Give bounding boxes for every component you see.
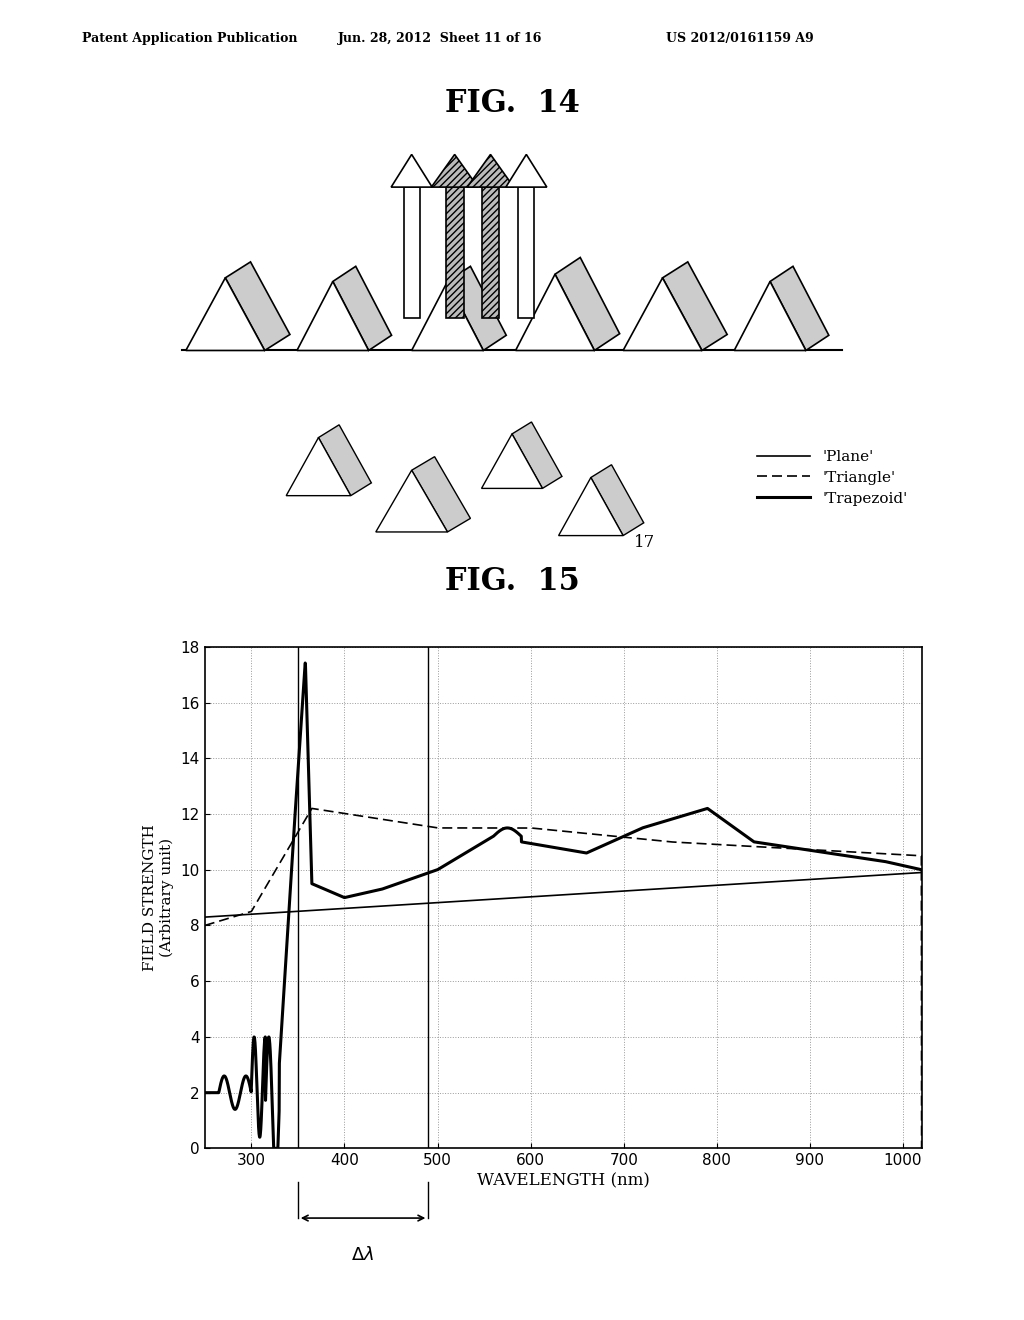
Polygon shape [734,281,806,351]
Polygon shape [297,281,369,351]
Polygon shape [512,422,562,488]
Polygon shape [591,465,644,536]
Y-axis label: FIELD STRENGTH
(Arbitrary unit): FIELD STRENGTH (Arbitrary unit) [143,824,174,972]
Polygon shape [318,425,372,496]
Polygon shape [186,277,264,351]
Polygon shape [467,154,514,187]
Polygon shape [286,438,350,496]
Polygon shape [431,154,478,187]
Legend: 'Plane', 'Triangle', 'Trapezoid': 'Plane', 'Triangle', 'Trapezoid' [751,444,914,512]
Text: FIG.  15: FIG. 15 [444,566,580,597]
Text: Patent Application Publication: Patent Application Publication [82,32,297,45]
Polygon shape [518,187,535,318]
Text: FIG.  14: FIG. 14 [444,88,580,119]
Polygon shape [515,275,594,351]
Polygon shape [663,261,727,351]
Polygon shape [225,261,290,351]
Text: $\Delta\lambda$: $\Delta\lambda$ [351,1246,375,1265]
Polygon shape [376,470,447,532]
Polygon shape [558,478,623,536]
Polygon shape [770,267,828,351]
Polygon shape [445,187,464,318]
Polygon shape [506,154,547,187]
Text: US 2012/0161159 A9: US 2012/0161159 A9 [666,32,813,45]
Polygon shape [555,257,620,351]
Polygon shape [481,187,500,318]
Polygon shape [333,267,391,351]
Polygon shape [623,277,701,351]
Polygon shape [403,187,420,318]
Polygon shape [391,154,432,187]
Polygon shape [412,281,483,351]
Polygon shape [481,434,543,488]
Text: Jun. 28, 2012  Sheet 11 of 16: Jun. 28, 2012 Sheet 11 of 16 [338,32,543,45]
X-axis label: WAVELENGTH (nm): WAVELENGTH (nm) [477,1172,649,1189]
Text: 17: 17 [634,535,655,552]
Polygon shape [447,267,506,351]
Polygon shape [412,457,470,532]
